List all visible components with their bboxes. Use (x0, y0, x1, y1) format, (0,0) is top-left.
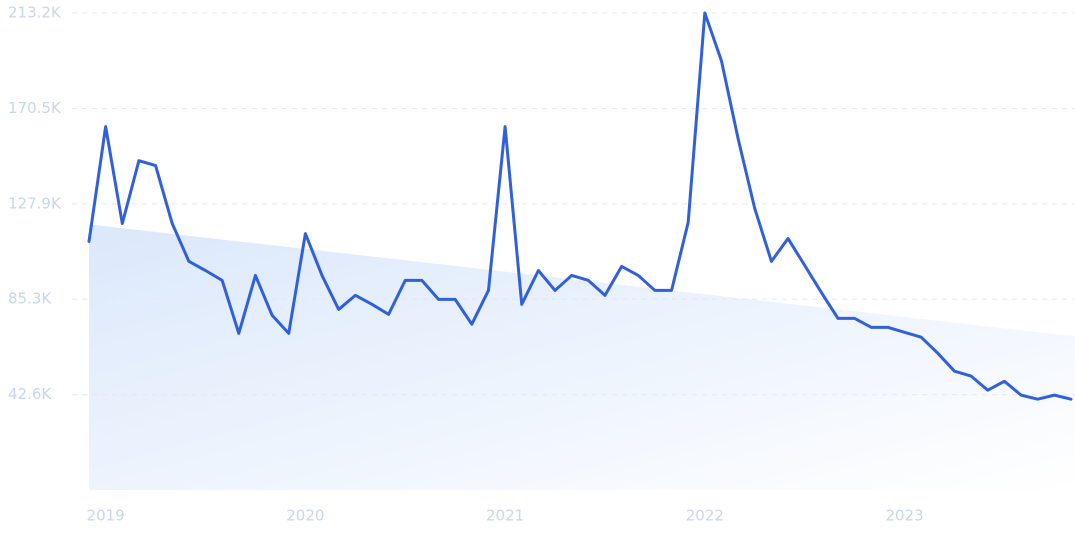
y-tick-label: 85.3K (8, 290, 52, 308)
y-tick-label: 213.2K (8, 4, 62, 22)
x-tick-label: 2020 (286, 507, 324, 525)
trend-area (89, 224, 1075, 491)
y-tick-label: 42.6K (8, 385, 52, 403)
x-tick-label: 2023 (885, 507, 923, 525)
y-tick-label: 127.9K (8, 194, 62, 212)
line (87, 11, 1073, 401)
y-tick-label: 170.5K (8, 99, 62, 117)
x-tick-label: 2019 (87, 507, 125, 525)
x-tick-label: 2021 (486, 507, 524, 525)
x-tick-label: 2022 (686, 507, 724, 525)
